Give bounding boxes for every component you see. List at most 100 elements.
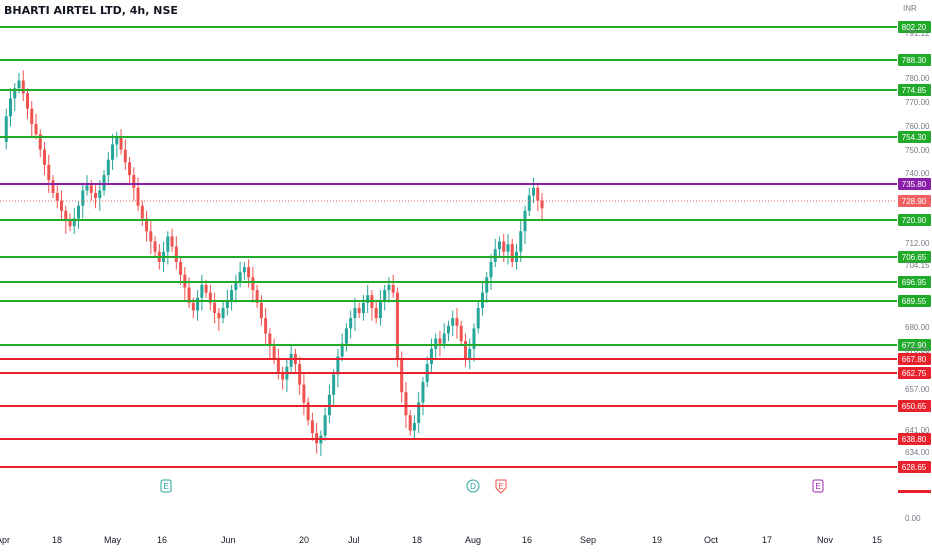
- y-axis-tick: 657.00: [905, 385, 930, 394]
- offscreen-level-tag: [898, 490, 931, 493]
- candle-body: [476, 307, 480, 329]
- x-axis-tick: 17: [762, 535, 772, 545]
- candle-body: [255, 290, 259, 303]
- x-axis-tick: 18: [52, 535, 62, 545]
- candle-body: [340, 343, 344, 357]
- level-price-tag: [898, 400, 931, 412]
- level-price-tag: [898, 461, 931, 473]
- level-price-tag: [898, 276, 931, 288]
- candle-body: [468, 348, 472, 360]
- candle-body: [357, 307, 361, 314]
- candle-body: [43, 149, 47, 165]
- level-price-tag: [898, 433, 931, 445]
- y-axis-tick: 750.00: [905, 146, 930, 155]
- candle-body: [187, 287, 191, 303]
- candle-body: [204, 284, 208, 293]
- candle-body: [519, 231, 523, 252]
- candle-body: [234, 282, 238, 291]
- x-axis-tick: Aug: [465, 535, 481, 545]
- level-price-label: 638.80: [902, 435, 927, 444]
- candle-body: [94, 192, 98, 199]
- candle-body: [510, 244, 514, 262]
- candle-body: [493, 249, 497, 262]
- candle-body: [9, 98, 13, 117]
- x-axis-tick: Nov: [817, 535, 834, 545]
- candle-body: [4, 116, 8, 142]
- candle-body: [132, 175, 136, 188]
- candle-body: [221, 307, 225, 319]
- candle-body: [213, 302, 217, 314]
- candle-body: [489, 261, 493, 278]
- level-price-label: 802.20: [902, 23, 927, 32]
- candle-body: [306, 402, 310, 421]
- candle-body: [200, 284, 204, 298]
- x-axis-tick: 18: [412, 535, 422, 545]
- candle-body: [366, 295, 370, 303]
- y-axis-tick: 634.00: [905, 448, 930, 457]
- candle-body: [391, 284, 395, 293]
- candle-body: [438, 338, 442, 344]
- level-price-tag: [898, 131, 931, 143]
- symbol-title: BHARTI AIRTEL LTD, 4h, NSE: [4, 4, 178, 17]
- candle-body: [302, 384, 306, 403]
- earnings-event-icon[interactable]: [160, 479, 172, 493]
- last-price-tag: [898, 195, 931, 207]
- x-axis-tick: Oct: [704, 535, 719, 545]
- candle-body: [153, 241, 157, 252]
- y-axis-tick: 740.00: [905, 169, 930, 178]
- candle-body: [136, 187, 140, 206]
- candle-body: [145, 218, 149, 232]
- candle-body: [336, 356, 340, 375]
- y-axis-tick: 780.00: [905, 74, 930, 83]
- level-price-tag: [898, 251, 931, 263]
- candle-body: [463, 341, 467, 360]
- candle-body: [408, 415, 412, 431]
- candle-body: [60, 200, 64, 211]
- candle-body: [115, 136, 119, 145]
- candle-body: [264, 318, 268, 334]
- candle-body: [353, 307, 357, 319]
- event-letter: E: [815, 482, 820, 491]
- candle-body: [323, 415, 327, 436]
- candle-body: [310, 420, 314, 434]
- dividend-event-icon[interactable]: [466, 479, 480, 493]
- candle-body: [536, 187, 540, 201]
- candle-body: [400, 359, 404, 393]
- candle-body: [21, 80, 25, 94]
- earnings-event-icon[interactable]: [495, 479, 507, 494]
- event-letter: E: [498, 482, 503, 491]
- event-letter: E: [163, 482, 168, 491]
- candle-body: [272, 346, 276, 360]
- candle-body: [208, 292, 212, 303]
- level-price-label: 689.55: [902, 297, 927, 306]
- y-axis-tick: 791.12: [905, 29, 930, 38]
- candle-body: [421, 382, 425, 403]
- candle-body: [149, 231, 153, 242]
- candle-body: [247, 267, 251, 278]
- currency-label: INR: [903, 4, 917, 13]
- candle-body: [523, 210, 527, 232]
- candle-body: [230, 290, 234, 301]
- candle-body: [485, 277, 489, 293]
- level-price-label: 667.80: [902, 355, 927, 364]
- candle-body: [85, 185, 89, 191]
- candle-body: [472, 328, 476, 349]
- candle-body: [387, 284, 391, 291]
- candle-body: [123, 149, 127, 163]
- candle-body: [64, 210, 68, 222]
- level-price-label: 720.90: [902, 216, 927, 225]
- split-event-icon[interactable]: [812, 479, 824, 493]
- candle-body: [13, 88, 17, 99]
- candle-body: [281, 371, 285, 380]
- candle-body: [217, 313, 221, 319]
- candle-body: [502, 241, 506, 252]
- level-price-label: 628.65: [902, 463, 927, 472]
- candle-body: [166, 236, 170, 252]
- candle-body: [81, 190, 85, 206]
- candle-body: [196, 297, 200, 311]
- x-axis-tick: 19: [652, 535, 662, 545]
- candle-body: [55, 192, 59, 201]
- candle-body: [404, 392, 408, 416]
- candle-body: [68, 221, 72, 227]
